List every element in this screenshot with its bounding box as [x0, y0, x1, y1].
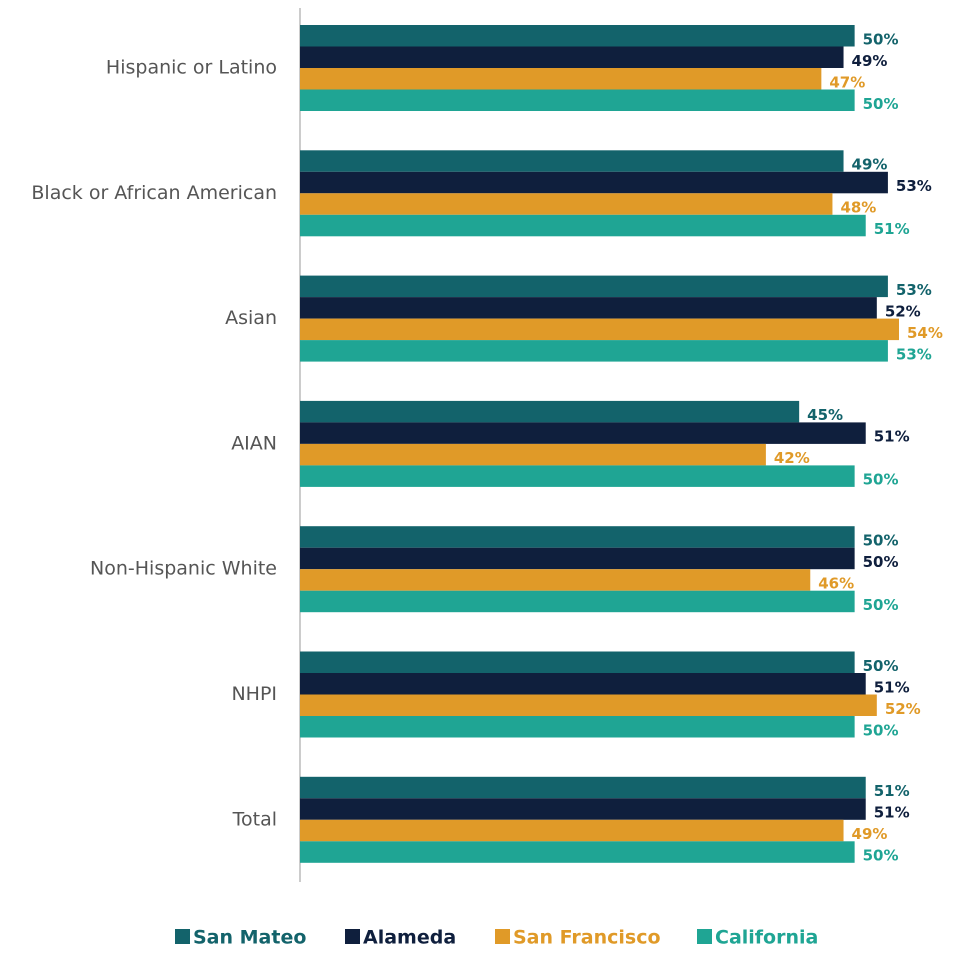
bar [300, 841, 855, 863]
data-label: 52% [885, 302, 921, 320]
legend-label: San Francisco [513, 927, 661, 949]
data-label: 49% [852, 156, 888, 174]
y-tick-label: Non-Hispanic White [90, 558, 277, 580]
data-label: 53% [896, 345, 932, 363]
bar [300, 275, 888, 298]
legend-swatch [697, 929, 712, 944]
data-label: 50% [863, 553, 899, 571]
legend-swatch [495, 929, 510, 944]
bar [300, 150, 844, 172]
data-label: 42% [774, 449, 810, 467]
data-label: 53% [896, 177, 932, 195]
bar [300, 798, 866, 820]
bar [300, 318, 899, 341]
bar [300, 443, 766, 466]
data-label: 50% [863, 657, 899, 675]
data-label: 49% [852, 52, 888, 70]
y-tick-label: Hispanic or Latino [106, 57, 277, 79]
bar [300, 171, 888, 194]
legend-swatch [345, 929, 360, 944]
legend-label: California [715, 927, 818, 949]
bar [300, 400, 800, 423]
bar [300, 297, 877, 319]
bar [300, 46, 844, 68]
data-label: 46% [818, 574, 854, 592]
bar [300, 569, 811, 591]
bar [300, 526, 855, 548]
bar [300, 465, 855, 487]
bar [300, 694, 877, 716]
data-label: 45% [807, 406, 843, 424]
data-label: 50% [863, 95, 899, 113]
bar [300, 340, 888, 362]
bar [300, 547, 855, 570]
data-label: 50% [863, 471, 899, 489]
data-label: 51% [874, 678, 910, 696]
data-label: 47% [829, 73, 865, 91]
data-label: 51% [874, 428, 910, 446]
y-tick-label: NHPI [231, 683, 277, 705]
y-tick-label: Black or African American [31, 182, 277, 204]
bar [300, 819, 844, 842]
bar [300, 214, 866, 237]
data-label: 51% [874, 782, 910, 800]
bar [300, 651, 855, 673]
data-label: 53% [896, 281, 932, 299]
data-label: 51% [874, 804, 910, 822]
data-label: 50% [863, 721, 899, 739]
legend-label: Alameda [363, 927, 456, 949]
y-tick-label: Asian [225, 307, 277, 329]
bar [300, 673, 866, 695]
data-label: 51% [874, 220, 910, 238]
bar [300, 193, 833, 215]
bar [300, 68, 822, 90]
bar [300, 716, 855, 738]
y-tick-label: Total [232, 808, 277, 830]
legend-label: San Mateo [193, 927, 306, 949]
bar [300, 422, 866, 444]
bar [300, 25, 855, 47]
bar [300, 89, 855, 111]
data-label: 52% [885, 700, 921, 718]
bar [300, 590, 855, 613]
bar [300, 776, 866, 799]
data-label: 50% [863, 596, 899, 614]
data-label: 50% [863, 30, 899, 48]
data-label: 50% [863, 531, 899, 549]
data-label: 54% [907, 324, 943, 342]
y-tick-label: AIAN [231, 432, 277, 454]
data-label: 49% [852, 825, 888, 843]
data-label: 50% [863, 847, 899, 865]
legend-swatch [175, 929, 190, 944]
data-label: 48% [840, 199, 876, 217]
